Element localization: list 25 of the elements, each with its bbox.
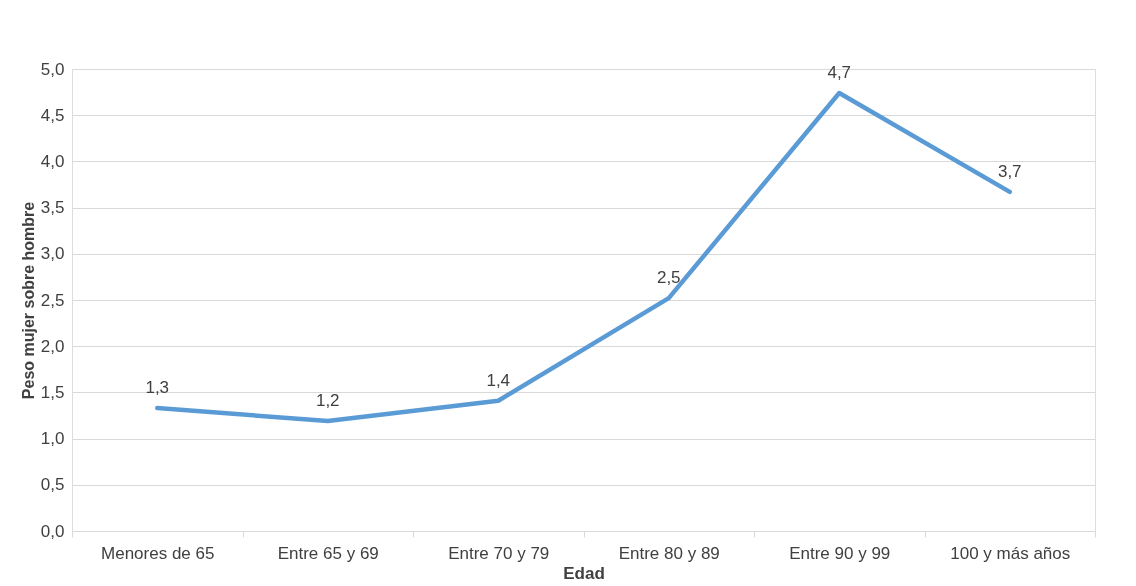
y-tick-label: 1,5 bbox=[40, 382, 65, 402]
x-tick-label: Entre 65 y 69 bbox=[277, 543, 379, 563]
data-label: 1,2 bbox=[315, 391, 340, 411]
y-tick-label: 2,0 bbox=[40, 336, 65, 356]
y-axis-title: Peso mujer sobre hombre bbox=[19, 201, 37, 400]
x-tick-label: Entre 80 y 89 bbox=[618, 543, 720, 563]
data-label: 1,3 bbox=[145, 378, 170, 398]
y-tick-label: 4,5 bbox=[40, 105, 65, 125]
data-label: 1,4 bbox=[486, 370, 511, 390]
y-tick-label: 3,5 bbox=[40, 198, 65, 218]
y-tick-label: 0,0 bbox=[40, 521, 65, 541]
data-label: 4,7 bbox=[827, 63, 852, 83]
y-tick-label: 4,0 bbox=[40, 151, 65, 171]
data-label: 2,5 bbox=[656, 268, 681, 288]
y-tick-label: 1,0 bbox=[40, 429, 65, 449]
data-label: 3,7 bbox=[997, 161, 1022, 181]
y-tick-label: 2,5 bbox=[40, 290, 65, 310]
x-tick-label: Entre 90 y 99 bbox=[789, 543, 891, 563]
x-tick-label: Menores de 65 bbox=[101, 543, 215, 563]
x-tick-label: Entre 70 y 79 bbox=[448, 543, 550, 563]
y-tick-label: 0,5 bbox=[40, 475, 65, 495]
x-tick-label: 100 y más años bbox=[950, 543, 1071, 563]
y-tick-label: 3,0 bbox=[40, 244, 65, 264]
x-axis-title: Edad bbox=[563, 563, 605, 583]
y-tick-label: 5,0 bbox=[40, 59, 65, 79]
